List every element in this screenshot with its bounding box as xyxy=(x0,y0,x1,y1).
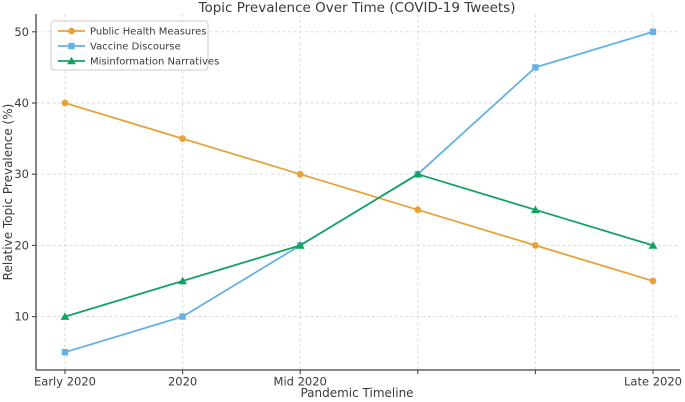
square-marker-vaccine-discourse-5 xyxy=(649,28,657,35)
x-tick-label-mid-2020: Mid 2020 xyxy=(274,375,327,389)
circle-marker-public-health-measures-1 xyxy=(179,135,187,143)
series-line-misinformation-narratives xyxy=(64,173,654,318)
legend-label-vaccine-discourse: Vaccine Discourse xyxy=(90,42,181,53)
triangle-marker-misinformation-narratives-1 xyxy=(178,276,187,285)
circle-marker-public-health-measures-0 xyxy=(61,99,69,107)
series-line-public-health-measures xyxy=(64,102,654,282)
y-tick-label-20: 20 xyxy=(14,238,29,252)
series-misinformation-narratives xyxy=(60,170,658,320)
y-tick-label-50: 50 xyxy=(14,25,29,39)
x-tick-label-2020: 2020 xyxy=(168,375,197,389)
square-marker-vaccine-discourse-1 xyxy=(179,313,186,320)
y-tick-label-10: 10 xyxy=(14,310,29,324)
legend-item-public-health-measures: Public Health Measures xyxy=(58,27,207,38)
y-tick-label-30: 30 xyxy=(14,167,29,181)
x-axis-label: Pandemic Timeline xyxy=(300,386,413,400)
legend-item-misinformation-narratives: Misinformation Narratives xyxy=(58,57,219,68)
x-tick-label-late-2020: Late 2020 xyxy=(624,375,682,389)
triangle-marker-misinformation-narratives-2 xyxy=(295,241,305,249)
circle-marker-public-health-measures-4 xyxy=(532,242,539,249)
legend-box xyxy=(50,20,209,71)
legend: Public Health Measures Vaccine Discourse M… xyxy=(50,20,219,71)
series-public-health-measures xyxy=(61,99,657,285)
square-marker-vaccine-discourse-4 xyxy=(532,64,539,71)
legend-label-public-health-measures: Public Health Measures xyxy=(90,27,207,38)
triangle-marker-legend-misinformation-narratives xyxy=(67,56,76,65)
circle-marker-public-health-measures-3 xyxy=(414,206,422,214)
triangle-marker-misinformation-narratives-4 xyxy=(531,205,540,214)
circle-marker-public-health-measures-2 xyxy=(296,170,304,178)
triangle-marker-misinformation-narratives-0 xyxy=(60,312,70,320)
circle-marker-public-health-measures-5 xyxy=(649,277,657,285)
triangle-marker-misinformation-narratives-5 xyxy=(648,241,658,249)
chart-title: Topic Prevalence Over Time (COVID-19 Twe… xyxy=(198,0,516,16)
y-axis-label: Relative Topic Prevalence (%) xyxy=(1,104,15,281)
y-tick-label-40: 40 xyxy=(14,96,29,110)
legend-label-misinformation-narratives: Misinformation Narratives xyxy=(90,57,219,68)
square-marker-vaccine-discourse-0 xyxy=(61,349,69,356)
square-marker-legend-vaccine-discourse xyxy=(68,42,75,50)
circle-marker-legend-public-health-measures xyxy=(68,27,75,35)
triangle-marker-misinformation-narratives-3 xyxy=(413,170,423,178)
x-tick-label-early-2020: Early 2020 xyxy=(34,375,96,389)
legend-item-vaccine-discourse: Vaccine Discourse xyxy=(58,42,181,53)
